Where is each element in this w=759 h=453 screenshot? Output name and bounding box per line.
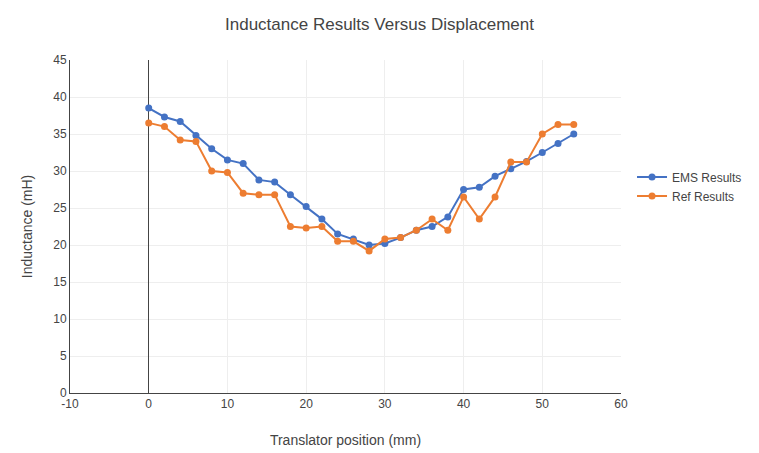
svg-text:40: 40 — [53, 90, 67, 104]
svg-text:30: 30 — [53, 164, 67, 178]
svg-text:0: 0 — [60, 386, 67, 400]
svg-text:0: 0 — [145, 397, 152, 411]
svg-text:60: 60 — [614, 397, 628, 411]
svg-text:25: 25 — [53, 201, 67, 215]
svg-text:Inductance Results Versus Disp: Inductance Results Versus Displacement — [225, 15, 534, 34]
svg-text:Translator position (mm): Translator position (mm) — [270, 432, 421, 448]
svg-text:20: 20 — [53, 238, 67, 252]
svg-text:20: 20 — [299, 397, 313, 411]
svg-text:EMS Results: EMS Results — [672, 171, 741, 185]
svg-text:30: 30 — [378, 397, 392, 411]
svg-text:5: 5 — [60, 349, 67, 363]
svg-text:10: 10 — [221, 397, 235, 411]
svg-text:-10: -10 — [61, 397, 79, 411]
svg-text:35: 35 — [53, 127, 67, 141]
svg-text:15: 15 — [53, 275, 67, 289]
svg-text:40: 40 — [457, 397, 471, 411]
svg-text:45: 45 — [53, 53, 67, 67]
svg-text:Inductance (mH): Inductance (mH) — [19, 175, 35, 278]
svg-text:10: 10 — [53, 312, 67, 326]
svg-text:Ref Results: Ref Results — [672, 190, 734, 204]
svg-text:50: 50 — [536, 397, 550, 411]
